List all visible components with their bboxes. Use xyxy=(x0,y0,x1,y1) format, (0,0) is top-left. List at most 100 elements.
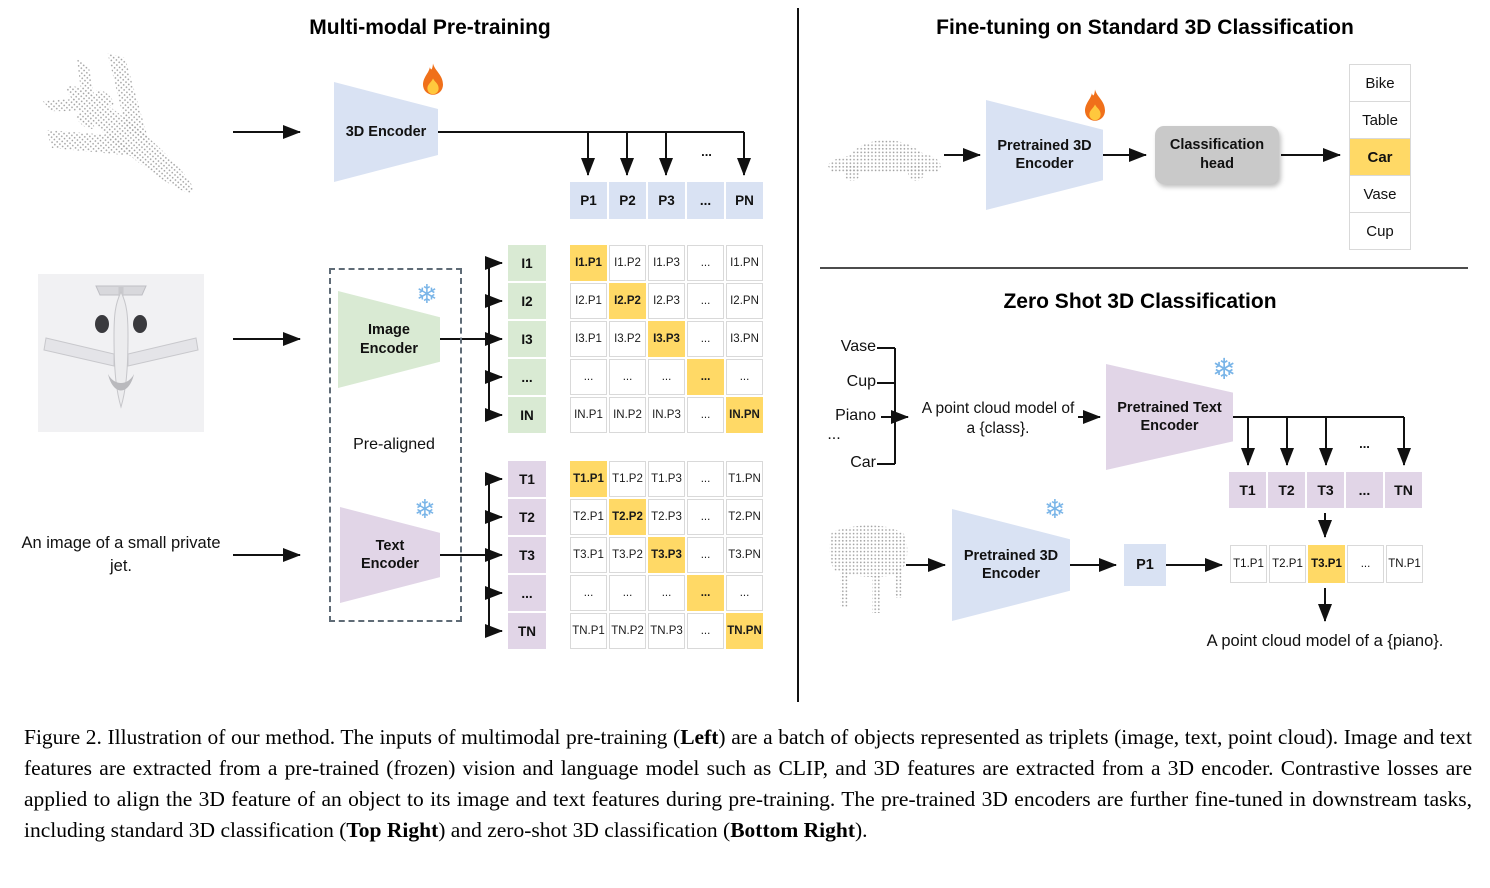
zs-result-text: A point cloud model of a {piano}. xyxy=(1206,632,1444,650)
i-label: ... xyxy=(508,359,546,395)
matrix-cell: ... xyxy=(570,575,607,611)
matrix-cell: T1.P2 xyxy=(609,461,646,497)
matrix-cell: ... xyxy=(687,397,724,433)
matrix-cell: ... xyxy=(687,499,724,535)
figure-caption: Figure 2. Illustration of our method. Th… xyxy=(24,722,1472,846)
matrix-cell: ... xyxy=(687,245,724,281)
caption-text: Figure 2. Illustration of our method. Th… xyxy=(24,725,681,749)
t-label: T2 xyxy=(508,499,546,535)
text-input-caption: An image of a small private jet. xyxy=(21,534,221,575)
caption-text: ). xyxy=(855,818,868,842)
classification-head-label: Classification head xyxy=(1169,137,1265,172)
matrix-cell: I3.P1 xyxy=(570,321,607,357)
caption-text: ) are a batch of objects represented as … xyxy=(24,725,1473,842)
zs-class-label: Piano xyxy=(835,407,876,424)
zs-pretrained-3d-encoder-label: Pretrained 3D Encoder xyxy=(963,547,1059,582)
zs-class-label: Vase xyxy=(840,338,876,355)
prompt-line-2: a {class}. xyxy=(966,420,1030,437)
matrix-cell: T3.P3 xyxy=(648,537,685,573)
i-label: I1 xyxy=(508,245,546,281)
matrix-cell: IN.P1 xyxy=(570,397,607,433)
matrix-cell: T3.PN xyxy=(726,537,763,573)
matrix-cell: ... xyxy=(726,359,763,395)
i-label: I3 xyxy=(508,321,546,357)
matrix-cell: I3.P2 xyxy=(609,321,646,357)
snowflake-icon: ❄ xyxy=(414,494,436,524)
fire-icon xyxy=(423,63,443,95)
matrix-cell: I1.PN xyxy=(726,245,763,281)
matrix-cell: IN.P2 xyxy=(609,397,646,433)
matrix-cell: I1.P3 xyxy=(648,245,685,281)
matrix-cell: T1.P3 xyxy=(648,461,685,497)
zs-class-label: Car xyxy=(850,454,876,471)
matrix-cell: TN.P3 xyxy=(648,613,685,649)
zs-t-row-dots: ... xyxy=(1359,436,1370,451)
matrix-cell: IN.P3 xyxy=(648,397,685,433)
matrix-cell: TN.PN xyxy=(726,613,763,649)
matrix-cell: T1.P1 xyxy=(570,461,607,497)
snowflake-icon: ❄ xyxy=(416,279,438,309)
zs-t-cell: T1 xyxy=(1229,472,1266,508)
airplane-point-cloud xyxy=(42,53,194,193)
text-point-similarity-matrix: T1.P1 T1.P2 T1.P3 ... T1.PN T2.P1 T2.P2 … xyxy=(570,461,763,649)
pretrained-text-encoder-label: Pretrained Text Encoder xyxy=(1117,399,1222,434)
3d-encoder-label: 3D Encoder xyxy=(345,123,427,140)
snowflake-icon: ❄ xyxy=(1212,354,1237,386)
matrix-cell: ... xyxy=(687,537,724,573)
matrix-cell: ... xyxy=(570,359,607,395)
sim-cell: T2.P1 xyxy=(1269,545,1306,583)
matrix-cell: I3.PN xyxy=(726,321,763,357)
matrix-cell: TN.P1 xyxy=(570,613,607,649)
matrix-cell: I3.P3 xyxy=(648,321,685,357)
image-encoder-label: Image Encoder xyxy=(359,322,418,357)
sim-cell: T1.P1 xyxy=(1230,545,1267,583)
matrix-cell: I2.P3 xyxy=(648,283,685,319)
t-label: T3 xyxy=(508,537,546,573)
matrix-cell: ... xyxy=(648,359,685,395)
matrix-cell: ... xyxy=(687,575,724,611)
matrix-cell: ... xyxy=(609,359,646,395)
text-encoder-label: Text Encoder xyxy=(360,537,419,572)
p1-label: P1 xyxy=(1136,557,1154,573)
matrix-cell: ... xyxy=(687,613,724,649)
text-feature-labels: T1 T2 T3 ... TN xyxy=(508,461,546,649)
caption-text: ) and zero-shot 3D classification ( xyxy=(438,818,731,842)
matrix-cell: ... xyxy=(648,575,685,611)
class-list: Bike Table Car Vase Cup xyxy=(1349,64,1411,250)
p1-feature-box: P1 xyxy=(1124,544,1166,586)
p-cell: PN xyxy=(726,182,763,219)
image-feature-labels: I1 I2 I3 ... IN xyxy=(508,245,546,433)
zs-t-cell: T2 xyxy=(1268,472,1305,508)
matrix-cell: ... xyxy=(687,321,724,357)
i-label: IN xyxy=(508,397,546,433)
matrix-cell: ... xyxy=(687,359,724,395)
matrix-cell: I1.P2 xyxy=(609,245,646,281)
airplane-top-view xyxy=(43,285,199,409)
piano-point-cloud xyxy=(829,525,908,613)
class-item: Bike xyxy=(1350,65,1410,102)
prompt-line-1: A point cloud model of xyxy=(921,400,1075,417)
matrix-cell: ... xyxy=(687,461,724,497)
car-point-cloud xyxy=(828,140,941,181)
pretrained-3d-encoder-label: Pretrained 3D Encoder xyxy=(997,137,1092,172)
zs-t-cell: ... xyxy=(1346,472,1383,508)
matrix-cell: T3.P1 xyxy=(570,537,607,573)
matrix-cell: ... xyxy=(609,575,646,611)
zs-text-feature-row: T1 T2 T3 ... TN xyxy=(1229,472,1422,508)
matrix-cell: T1.PN xyxy=(726,461,763,497)
matrix-cell: IN.PN xyxy=(726,397,763,433)
airplane-rendered-image xyxy=(38,274,204,432)
i-label: I2 xyxy=(508,283,546,319)
matrix-cell: TN.P2 xyxy=(609,613,646,649)
matrix-cell: I1.P1 xyxy=(570,245,607,281)
matrix-cell: I2.P2 xyxy=(609,283,646,319)
matrix-cell: T2.PN xyxy=(726,499,763,535)
matrix-cell: ... xyxy=(726,575,763,611)
matrix-cell: I2.P1 xyxy=(570,283,607,319)
zs-similarity-row: T1.P1 T2.P1 T3.P1 ... TN.P1 xyxy=(1230,545,1423,583)
sim-cell: TN.P1 xyxy=(1386,545,1423,583)
matrix-cell: T2.P3 xyxy=(648,499,685,535)
matrix-cell: T2.P2 xyxy=(609,499,646,535)
class-item-predicted: Car xyxy=(1350,139,1410,176)
